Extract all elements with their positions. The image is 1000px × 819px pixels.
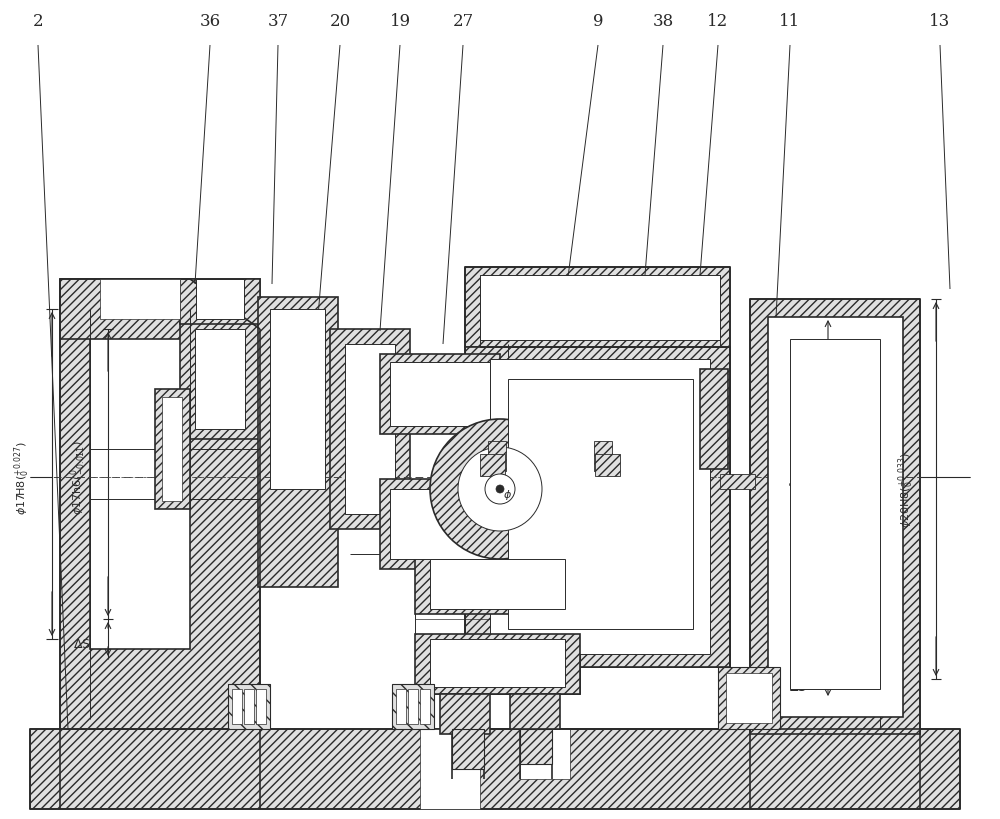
Circle shape [485, 474, 515, 505]
Circle shape [430, 419, 570, 559]
Text: 27: 27 [452, 13, 474, 30]
Bar [520, 729, 570, 779]
Text: $\Delta$S: $\Delta$S [789, 681, 807, 694]
Bar [415, 634, 580, 695]
Bar [390, 363, 490, 427]
Text: 19: 19 [389, 13, 411, 30]
Bar [228, 684, 270, 729]
Bar [465, 268, 730, 347]
Bar [60, 279, 260, 729]
Bar [415, 554, 580, 614]
Bar [60, 279, 190, 340]
Bar [232, 689, 242, 724]
Bar [594, 441, 612, 472]
Bar [256, 689, 266, 724]
Text: $\phi$17H8($^{+0.027}_{0}$): $\phi$17H8($^{+0.027}_{0}$) [12, 441, 32, 514]
Bar [700, 369, 728, 469]
Text: $\phi$: $\phi$ [503, 487, 511, 501]
Bar [396, 689, 406, 724]
Text: $\phi$20h6($^{0}_{-0.013}$): $\phi$20h6($^{0}_{-0.013}$) [788, 452, 808, 527]
Bar [720, 474, 755, 490]
Bar [30, 729, 960, 809]
Bar [345, 345, 395, 514]
Bar [510, 695, 560, 729]
Bar [790, 340, 880, 689]
Circle shape [458, 447, 542, 532]
Text: 9: 9 [593, 13, 603, 30]
Bar [452, 729, 484, 769]
Bar [508, 379, 693, 629]
Bar [420, 689, 430, 724]
Bar [155, 390, 190, 509]
Text: 37: 37 [267, 13, 289, 30]
Text: $\phi$17h6($^{0}_{-0.011}$): $\phi$17h6($^{0}_{-0.011}$) [68, 440, 88, 514]
Bar [100, 279, 180, 319]
Bar [270, 310, 325, 490]
Bar [408, 689, 418, 724]
Bar [430, 559, 565, 609]
Text: 20: 20 [329, 13, 351, 30]
Bar [465, 347, 730, 667]
Bar [488, 441, 506, 472]
Bar [380, 479, 500, 569]
Circle shape [496, 486, 504, 493]
Bar [180, 279, 260, 324]
Bar [420, 729, 480, 809]
Bar [768, 318, 903, 717]
Text: 36: 36 [199, 13, 221, 30]
Bar [750, 300, 920, 734]
Text: 11: 11 [779, 13, 801, 30]
Bar [380, 355, 500, 434]
Bar [392, 684, 434, 729]
Bar [196, 279, 244, 319]
Bar [244, 689, 254, 724]
Bar [440, 695, 490, 734]
Bar [430, 639, 565, 687]
Bar [195, 329, 245, 429]
Bar [258, 297, 338, 587]
Bar [490, 360, 710, 654]
Bar [480, 455, 505, 477]
Bar [330, 329, 410, 529]
Bar [390, 490, 490, 559]
Text: $\phi$20H8($^{+0.033}_{0}$): $\phi$20H8($^{+0.033}_{0}$) [896, 451, 916, 527]
Bar [180, 319, 260, 440]
Bar [90, 310, 190, 649]
Text: 2: 2 [33, 13, 43, 30]
Text: $\Delta$S: $\Delta$S [73, 638, 91, 651]
Bar [480, 276, 720, 341]
Bar [595, 455, 620, 477]
Bar [726, 673, 772, 723]
Text: 13: 13 [929, 13, 951, 30]
Text: 12: 12 [707, 13, 729, 30]
Text: 38: 38 [652, 13, 674, 30]
Bar [162, 397, 182, 501]
Bar [520, 729, 552, 764]
Bar [718, 667, 780, 729]
